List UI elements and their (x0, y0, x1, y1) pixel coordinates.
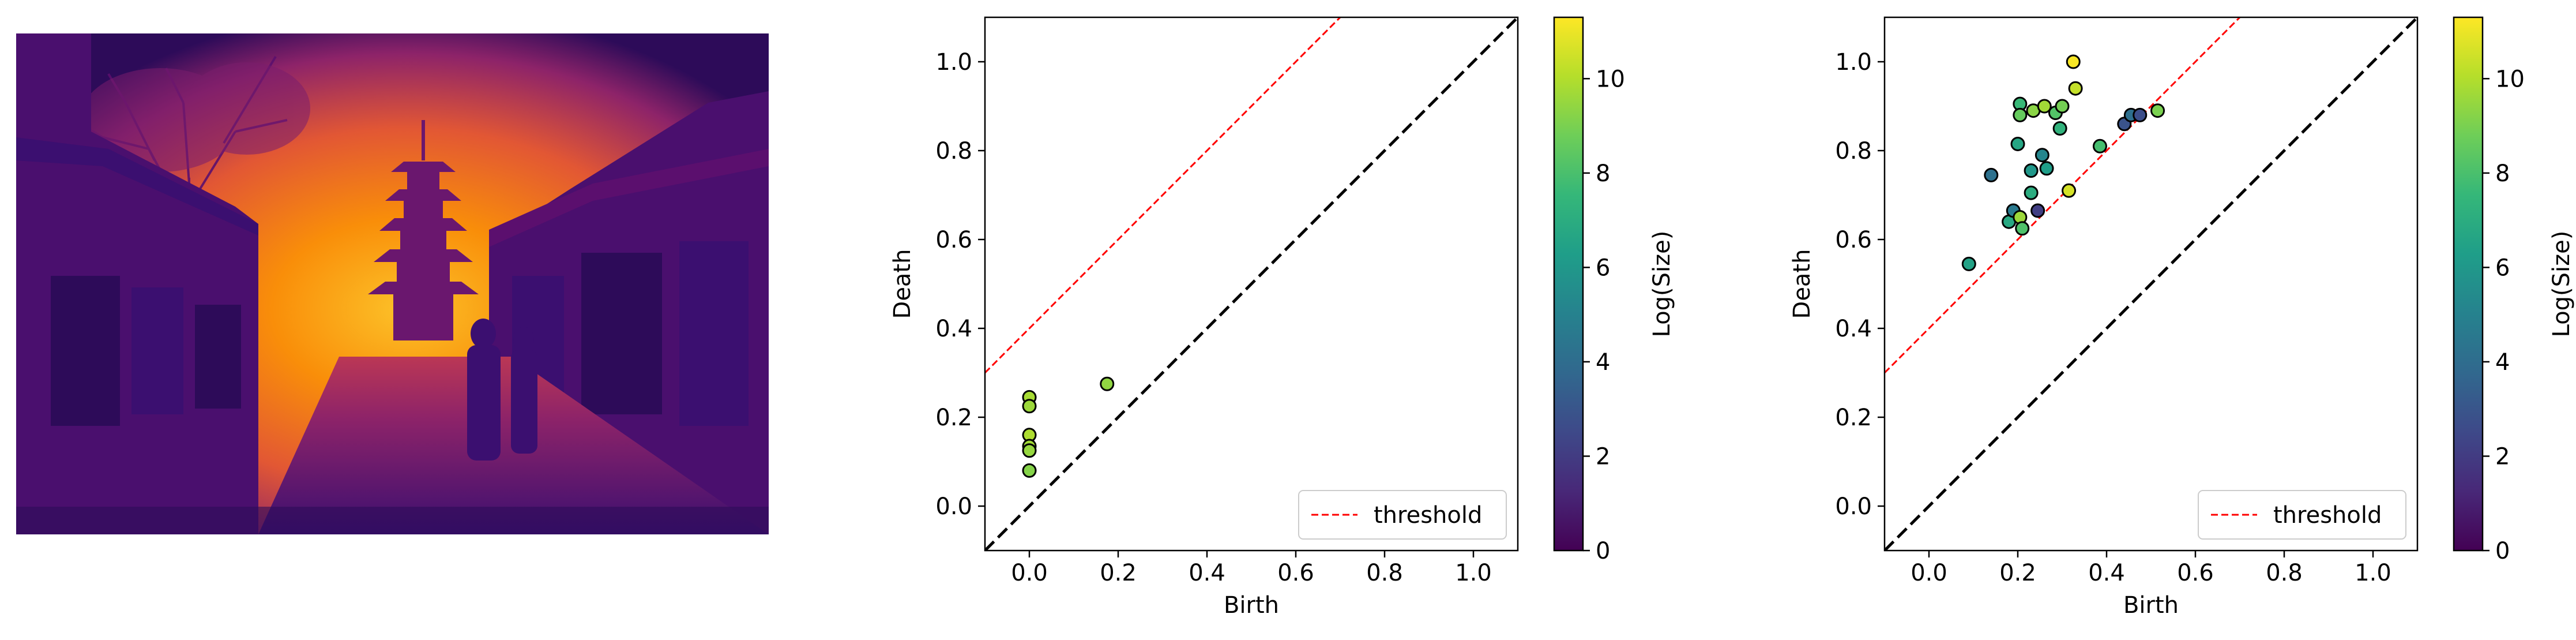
colorbar-tick-label: 4 (2495, 349, 2510, 376)
colorbar-tick-label: 6 (1596, 254, 1610, 281)
axes-frame (984, 16, 1519, 552)
people-silhouettes (467, 319, 537, 461)
colorbar-tick-label: 8 (1596, 160, 1610, 187)
data-point (2062, 183, 2077, 198)
x-tick-label: 1.0 (2355, 560, 2391, 586)
x-tick-label: 0.6 (2177, 560, 2214, 586)
colorbar-tick-label: 10 (1596, 66, 1625, 92)
source-image (16, 33, 769, 534)
colorbar-label: Log(Size) (1649, 231, 1675, 338)
data-point (2039, 161, 2054, 176)
x-tick-label: 0.2 (1999, 560, 2036, 586)
x-tick-label: 0.4 (1189, 560, 1225, 586)
data-point (1100, 376, 1115, 391)
colorbar-gradient (1553, 16, 1584, 552)
chart-2: 0.0 0.2 0.4 0.6 0.8 1.0 0.0 0.2 0.4 0.6 0.8 1.0 Birt… (1789, 16, 2575, 619)
data-point (1022, 399, 1037, 414)
x-tick-label: 0.8 (2266, 560, 2303, 586)
data-point (2092, 139, 2107, 154)
threshold-line (985, 17, 1342, 374)
colorbar-tick-label: 2 (2495, 443, 2510, 470)
colorbar-tick-label: 0 (2495, 538, 2510, 564)
colorbar-tick-label: 6 (2495, 254, 2510, 281)
data-point (2024, 185, 2039, 200)
colorbar: 0 2 4 6 8 10 Log(Size) (2453, 16, 2575, 564)
data-point (2037, 99, 2052, 114)
legend-threshold-label: threshold (1374, 502, 1482, 529)
colorbar-tick-label: 4 (1596, 349, 1610, 376)
y-tick-label: 0.4 (935, 316, 972, 342)
y-axis-label: Death (1789, 249, 1815, 319)
y-tick-label: 0.8 (935, 138, 972, 164)
data-point (2010, 136, 2025, 151)
data-point (2030, 203, 2045, 218)
x-tick-label: 1.0 (1455, 560, 1492, 586)
legend: threshold (1298, 490, 1507, 540)
diagonal-line (985, 17, 1518, 551)
y-tick-label: 0.0 (1835, 493, 1872, 520)
x-tick-label: 0.0 (1911, 560, 1947, 586)
pagoda-silhouette (368, 120, 479, 340)
y-tick-label: 0.6 (1835, 227, 1872, 253)
x-tick-label: 0.4 (2088, 560, 2125, 586)
data-point (1022, 443, 1037, 458)
y-tick-label: 0.2 (1835, 405, 1872, 431)
colorbar: 0 2 4 6 8 10 Log(Size) (1553, 16, 1675, 564)
threshold-line (1885, 17, 2242, 374)
data-point (2150, 103, 2165, 118)
x-axis-label: Birth (1224, 592, 1279, 619)
colorbar-tick-label: 0 (1596, 538, 1610, 564)
data-point (2133, 107, 2148, 122)
data-point (2055, 99, 2070, 114)
colorbar-tick-label: 8 (2495, 160, 2510, 187)
y-tick-label: 0.4 (1835, 316, 1872, 342)
data-point (2052, 121, 2067, 136)
x-tick-label: 0.8 (1366, 560, 1403, 586)
data-point (2068, 81, 2083, 96)
left-buildings (16, 33, 258, 534)
legend-box (2198, 490, 2406, 540)
y-tick-label: 0.6 (935, 227, 972, 253)
tree-canopy (80, 62, 310, 172)
y-tick-label: 1.0 (935, 49, 972, 76)
x-tick-label: 0.0 (1011, 560, 1048, 586)
y-axis-label: Death (889, 249, 916, 319)
x-tick-label: 0.6 (1277, 560, 1314, 586)
data-point (2066, 54, 2081, 69)
legend: threshold (2198, 490, 2406, 540)
y-tick-label: 1.0 (1835, 49, 1872, 76)
x-tick-label: 0.2 (1100, 560, 1137, 586)
colorbar-tick-label: 10 (2495, 66, 2525, 92)
data-point (1984, 167, 1999, 182)
data-point (2015, 221, 2030, 236)
legend-threshold-label: threshold (2273, 502, 2382, 529)
diagonal-line (1885, 17, 2417, 551)
y-tick-label: 0.8 (1835, 138, 1872, 164)
colorbar-tick-label: 2 (1596, 443, 1610, 470)
colorbar-label: Log(Size) (2548, 231, 2575, 338)
data-point (2035, 148, 2049, 163)
data-point (1961, 256, 1976, 271)
legend-box (1298, 490, 1507, 540)
y-tick-label: 0.0 (935, 493, 972, 520)
data-point (1022, 463, 1037, 478)
data-point (2013, 107, 2028, 122)
axes-frame (1883, 16, 2419, 552)
data-point (2024, 163, 2039, 178)
colorbar-gradient (2453, 16, 2484, 552)
y-tick-label: 0.2 (935, 405, 972, 431)
chart-1: 0.0 0.2 0.4 0.6 0.8 1.0 0.0 0.2 0.4 0.6 0.8 1.0 Birt… (889, 16, 1675, 619)
x-axis-label: Birth (2123, 592, 2179, 619)
